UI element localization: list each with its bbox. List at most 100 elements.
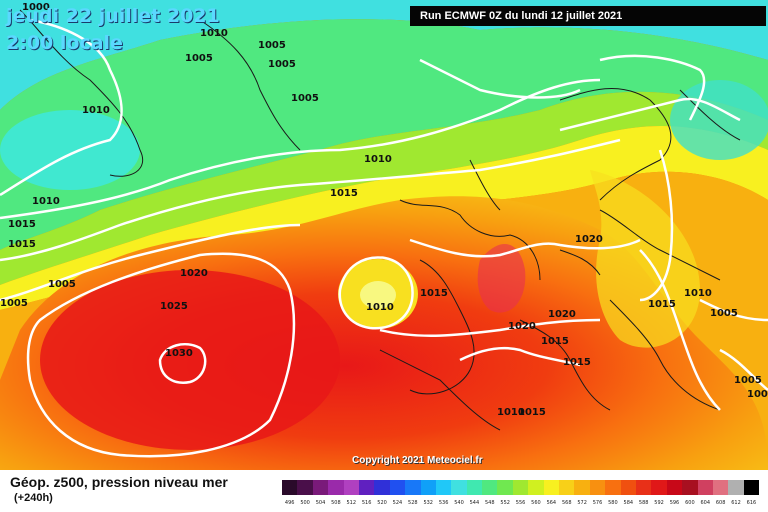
legend-footer: Géop. z500, pression niveau mer (+240h) … bbox=[0, 470, 768, 512]
scale-swatch bbox=[728, 480, 744, 495]
isobar-label-15: 1025 bbox=[160, 301, 188, 312]
scale-value-label: 552 bbox=[500, 500, 510, 506]
scale-swatch bbox=[528, 480, 544, 495]
scale-value-label: 564 bbox=[546, 500, 557, 506]
isobar-label-14: 1020 bbox=[180, 268, 208, 279]
isobar-label-4: 1005 bbox=[268, 59, 296, 70]
isobar-label-27: 1005 bbox=[734, 375, 762, 386]
scale-value-label: 496 bbox=[284, 500, 295, 506]
scale-swatch bbox=[466, 480, 483, 495]
scale-value-label: 512 bbox=[346, 500, 357, 506]
isobar-label-2: 1005 bbox=[258, 40, 286, 51]
scale-swatch bbox=[482, 480, 498, 495]
isobar-label-3: 1005 bbox=[185, 53, 213, 64]
scale-swatch bbox=[405, 480, 421, 495]
isobar-label-18: 1015 bbox=[420, 288, 448, 299]
scale-value-label: 612 bbox=[731, 500, 741, 506]
scale-swatch bbox=[651, 480, 667, 495]
scale-value-label: 588 bbox=[638, 500, 649, 506]
scale-value-label: 544 bbox=[469, 500, 480, 506]
isobar-label-16: 1030 bbox=[165, 348, 193, 359]
scale-value-label: 500 bbox=[300, 500, 310, 506]
isobar-label-0: 1000 bbox=[22, 2, 50, 13]
isobar-labels: 1000 1010 1005 1005 1005 1005 1010 1010 … bbox=[0, 2, 768, 418]
scale-swatch bbox=[389, 480, 406, 495]
scale-value-label: 584 bbox=[623, 500, 634, 506]
scale-swatch bbox=[312, 480, 329, 495]
isobar-label-13: 1005 bbox=[0, 298, 28, 309]
isobar-label-24: 1015 bbox=[648, 299, 676, 310]
isobar-label-30: 1010 bbox=[497, 407, 525, 418]
scale-value-label: 536 bbox=[438, 500, 449, 506]
scale-value-label: 596 bbox=[669, 500, 680, 506]
isobar-label-29: 1015 bbox=[518, 407, 546, 418]
scale-swatch bbox=[343, 480, 359, 495]
scale-value-label: 616 bbox=[746, 500, 757, 506]
scale-value-label: 520 bbox=[377, 500, 387, 506]
legend-title: Géop. z500, pression niveau mer bbox=[10, 474, 228, 490]
scale-swatch bbox=[682, 480, 698, 495]
scale-value-label: 504 bbox=[315, 500, 326, 506]
scale-value-label: 604 bbox=[700, 500, 711, 506]
isobar-label-22: 1015 bbox=[541, 336, 569, 347]
isobar-label-8: 1010 bbox=[32, 196, 60, 207]
isobar-label-6: 1010 bbox=[82, 105, 110, 116]
isobar-lines bbox=[0, 18, 768, 458]
isobar-label-9: 1015 bbox=[330, 188, 358, 199]
scale-value-label: 568 bbox=[561, 500, 572, 506]
color-scale-bar bbox=[282, 480, 760, 495]
isobar-label-19: 1020 bbox=[575, 234, 603, 245]
scale-swatch bbox=[451, 480, 467, 495]
scale-swatch bbox=[712, 480, 729, 495]
scale-swatch bbox=[543, 480, 560, 495]
scale-swatch bbox=[666, 480, 683, 495]
scale-value-label: 556 bbox=[515, 500, 526, 506]
warm-core-france bbox=[477, 243, 526, 313]
yellow-tongue-east bbox=[590, 170, 700, 348]
isobar-label-11: 1015 bbox=[8, 239, 36, 250]
cold-pool-greenland bbox=[0, 110, 140, 190]
legend-subtitle: (+240h) bbox=[14, 492, 53, 504]
weather-map: 1000 1010 1005 1005 1005 1005 1010 1010 … bbox=[0, 0, 768, 470]
scale-swatch bbox=[512, 480, 529, 495]
color-scale-labels: 496 500 504 508 512 516 520 524 528 532 536 540 544 5… bbox=[282, 500, 759, 506]
coastlines bbox=[19, 9, 741, 431]
isobar-label-10: 1015 bbox=[8, 219, 36, 230]
scale-value-label: 600 bbox=[685, 500, 695, 506]
scale-swatch bbox=[697, 480, 713, 495]
isobar-label-5: 1005 bbox=[291, 93, 319, 104]
forecast-time: 2:00 locale bbox=[6, 32, 123, 54]
isobar-label-25: 1010 bbox=[684, 288, 712, 299]
scale-value-label: 580 bbox=[608, 500, 618, 506]
scale-swatch bbox=[589, 480, 606, 495]
hot-core-azores bbox=[40, 270, 340, 450]
scale-swatch bbox=[559, 480, 575, 495]
scale-value-label: 608 bbox=[715, 500, 726, 506]
scale-value-label: 528 bbox=[408, 500, 418, 506]
scale-swatch bbox=[497, 480, 513, 495]
scale-swatch bbox=[282, 480, 298, 495]
scale-value-label: 540 bbox=[454, 500, 464, 506]
scale-value-label: 560 bbox=[531, 500, 541, 506]
cold-pool-scandinavia bbox=[670, 80, 768, 160]
scale-swatch bbox=[635, 480, 652, 495]
scale-value-label: 532 bbox=[423, 500, 433, 506]
scale-value-label: 524 bbox=[392, 500, 403, 506]
scale-swatch bbox=[374, 480, 390, 495]
scale-value-label: 516 bbox=[361, 500, 372, 506]
yellow-core-biscay bbox=[360, 281, 396, 309]
isobar-label-20: 1020 bbox=[508, 321, 536, 332]
scale-value-label: 592 bbox=[654, 500, 664, 506]
isobar-label-12: 1005 bbox=[48, 279, 76, 290]
isobar-label-17: 1010 bbox=[366, 302, 394, 313]
isobar-label-21: 1020 bbox=[548, 309, 576, 320]
isobar-label-28: 1000 bbox=[747, 389, 768, 400]
scale-swatch bbox=[574, 480, 590, 495]
scale-swatch bbox=[297, 480, 313, 495]
lightgreen-band bbox=[0, 91, 768, 286]
green-band bbox=[0, 19, 768, 251]
scale-swatch bbox=[420, 480, 436, 495]
copyright-text: Copyright 2021 Meteociel.fr bbox=[352, 455, 483, 466]
scale-swatch bbox=[743, 480, 760, 495]
